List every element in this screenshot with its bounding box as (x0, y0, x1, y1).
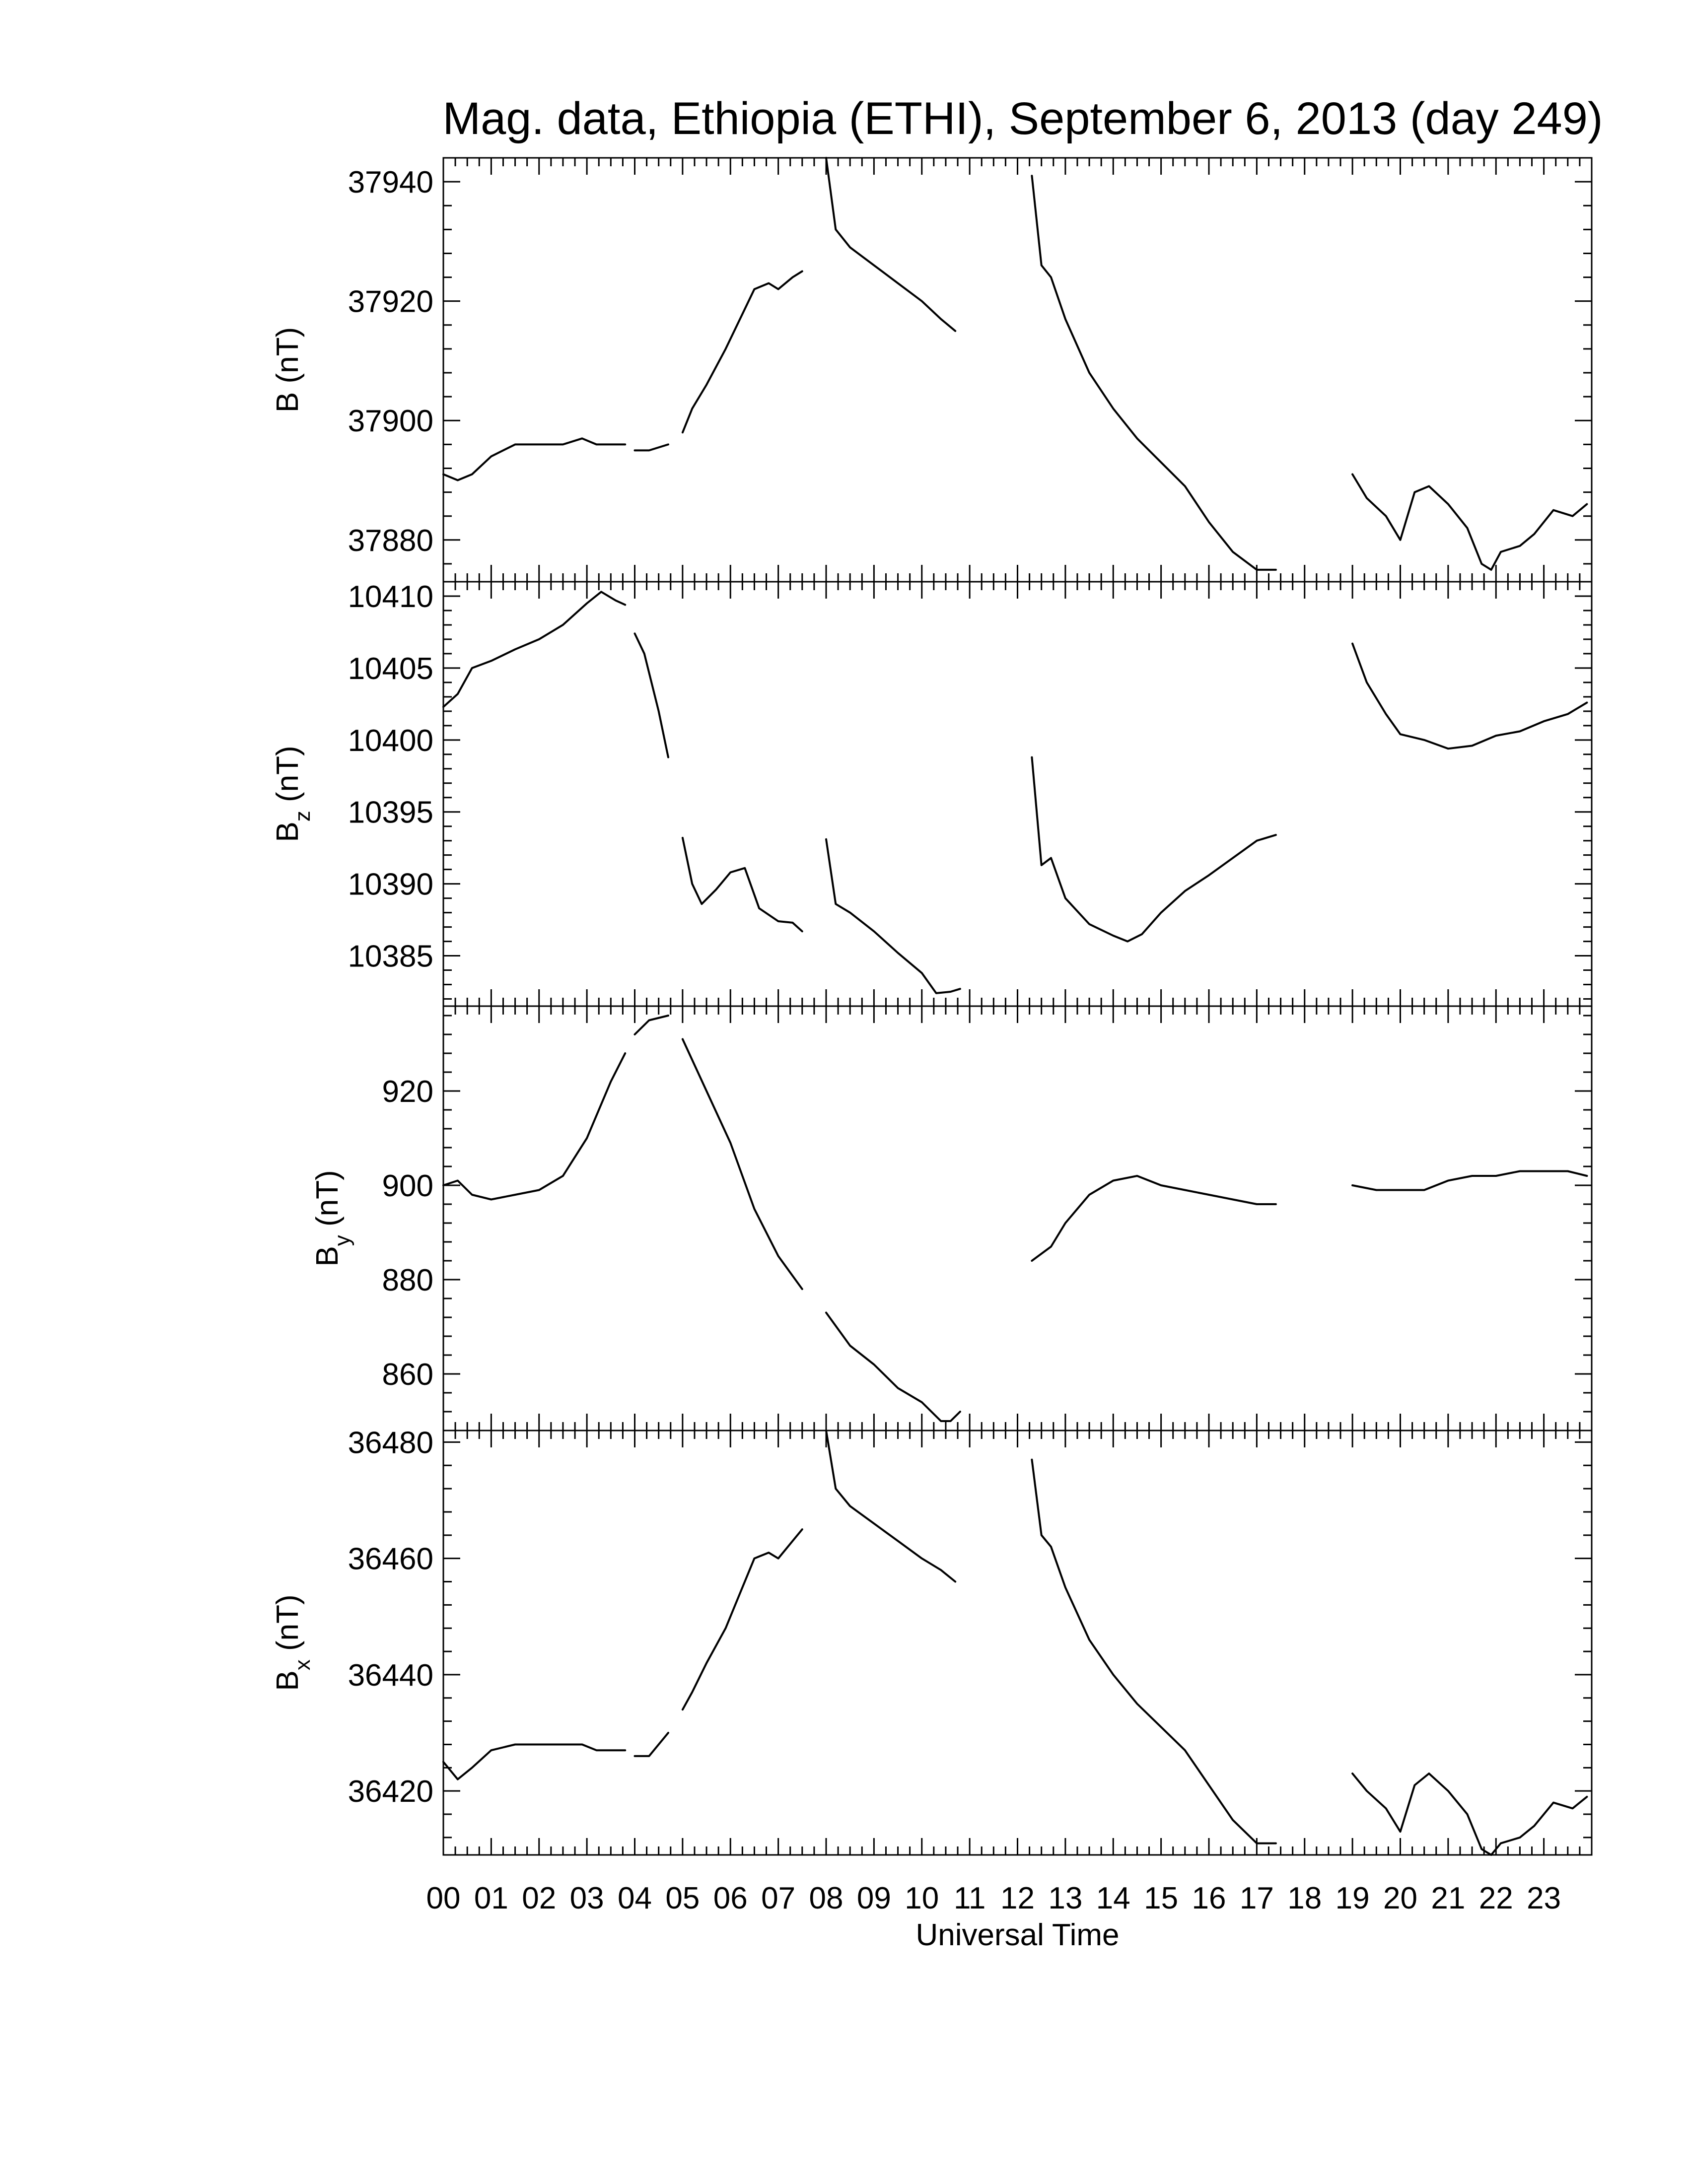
x-tick-label: 02 (522, 1881, 556, 1915)
panel-B: 37880 37900 37920 37940 B (nT) (271, 157, 1593, 583)
x-tick-label: 06 (713, 1881, 748, 1915)
y-tick-label: 36480 (348, 1426, 433, 1460)
series-line-segment (1031, 1458, 1277, 1844)
y-tick-label: 880 (382, 1263, 433, 1297)
y-tick-label: 37920 (348, 285, 433, 319)
y-tick-label: 10405 (348, 652, 433, 686)
series-line-segment (825, 157, 957, 332)
x-tick-label: 08 (809, 1881, 844, 1915)
x-tick-label: 09 (857, 1881, 891, 1915)
series-line-segment (1351, 1773, 1588, 1856)
x-tick-label: 10 (905, 1881, 939, 1915)
y-tick-label: 37940 (348, 165, 433, 200)
series-line-segment (681, 836, 803, 933)
y-tick-label: 860 (382, 1358, 433, 1392)
series-line-segment (1031, 756, 1277, 943)
x-tick-label: 19 (1336, 1881, 1370, 1915)
series-line-segment (442, 1052, 627, 1201)
panel-Bz: 10385 10390 10395 10400 10405 10410 Bz (nT) (271, 580, 1593, 1007)
series-line-segment (633, 632, 669, 758)
y-tick-label: 10385 (348, 940, 433, 974)
chart-title: Mag. data, Ethiopia (ETHI), September 6,… (442, 93, 1603, 144)
series-line-segment (1031, 175, 1277, 571)
panels: 37880 37900 37920 37940 B (nT) 10385 10390 1039… (271, 157, 1593, 1856)
series-line-segment (1351, 1170, 1588, 1191)
series-line-segment (442, 591, 627, 708)
y-tick-label: 10400 (348, 724, 433, 758)
x-tick-label: 17 (1240, 1881, 1274, 1915)
series-line-segment (825, 1430, 957, 1583)
y-tick-label: 36460 (348, 1542, 433, 1576)
y-tick-label: 36440 (348, 1658, 433, 1693)
y-axis-label: Bx (nT) (271, 1594, 315, 1691)
series-line-segment (1031, 1175, 1277, 1262)
x-tick-label: 00 (426, 1881, 461, 1915)
x-tick-label: 12 (1000, 1881, 1035, 1915)
x-tick-label: 01 (474, 1881, 508, 1915)
series-line-segment (681, 1528, 803, 1711)
x-tick-label: 11 (954, 1881, 985, 1915)
panel-Bx: 36420 36440 36460 36480 Bx (nT) (271, 1426, 1593, 1856)
panel-By: 860 880 900 920 By (nT) (310, 1005, 1593, 1432)
y-tick-label: 37900 (348, 404, 433, 438)
series-line-segment (633, 1732, 669, 1757)
y-tick-label: 10395 (348, 796, 433, 830)
series-line-segment (825, 1311, 961, 1422)
series-line-segment (1351, 642, 1588, 750)
x-tick-label: 16 (1192, 1881, 1226, 1915)
y-tick-label: 36420 (348, 1774, 433, 1809)
x-tick-label: 03 (570, 1881, 604, 1915)
y-tick-label: 10410 (348, 580, 433, 614)
series-line-segment (1351, 473, 1588, 571)
y-tick-label: 920 (382, 1075, 433, 1109)
series-line-segment (442, 437, 627, 481)
plot-frame (442, 157, 1593, 583)
y-tick-label: 37880 (348, 524, 433, 558)
y-tick-label: 10390 (348, 868, 433, 902)
series-line-segment (633, 443, 669, 452)
x-tick-label: 23 (1527, 1881, 1561, 1915)
x-axis: 00 01 02 03 04 05 06 07 08 09 10 11 12 13 14 15 16 17 18 19… (426, 1881, 1561, 1952)
plot-frame (442, 1430, 1593, 1856)
y-axis-label: By (nT) (310, 1170, 354, 1266)
series-line-segment (681, 1038, 803, 1290)
series-line-segment (681, 270, 803, 434)
series-line-segment (825, 838, 961, 994)
x-tick-label: 04 (618, 1881, 652, 1915)
y-axis-label: Bz (nT) (271, 746, 315, 842)
plot-frame (442, 581, 1593, 1007)
x-tick-label: 07 (761, 1881, 795, 1915)
x-tick-label: 15 (1144, 1881, 1178, 1915)
series-line-segment (633, 1015, 669, 1035)
y-tick-label: 900 (382, 1169, 433, 1203)
x-tick-label: 13 (1048, 1881, 1082, 1915)
x-tick-label: 14 (1096, 1881, 1130, 1915)
x-tick-label: 20 (1383, 1881, 1417, 1915)
x-tick-label: 18 (1287, 1881, 1322, 1915)
y-axis-label: B (nT) (271, 327, 305, 412)
x-tick-label: 22 (1479, 1881, 1513, 1915)
series-line-segment (442, 1743, 627, 1780)
x-axis-label: Universal Time (916, 1918, 1120, 1952)
x-tick-label: 21 (1431, 1881, 1465, 1915)
plot-frame (442, 1005, 1593, 1432)
x-tick-label: 05 (665, 1881, 700, 1915)
